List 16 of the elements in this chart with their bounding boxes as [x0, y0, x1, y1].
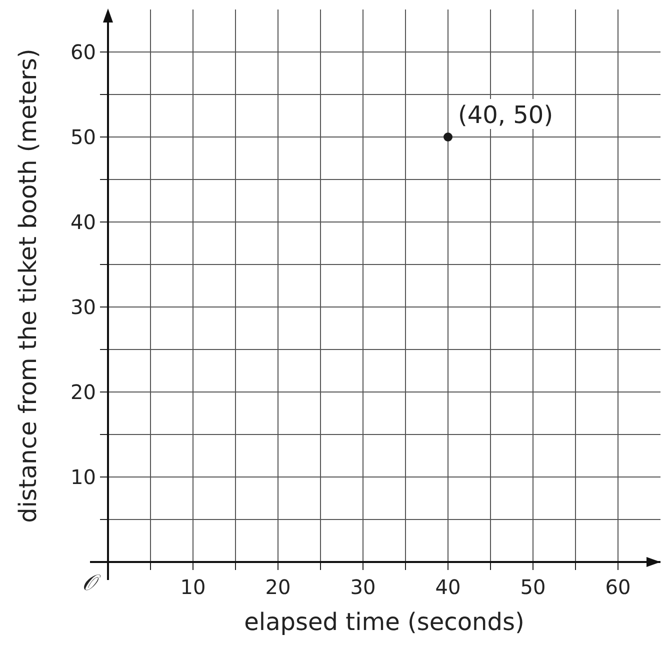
- annotation: (40, 50): [458, 101, 554, 129]
- y-tick-label: 50: [70, 125, 96, 149]
- y-tick-label: 60: [70, 40, 96, 64]
- x-tick-label: 10: [180, 575, 206, 599]
- x-tick-label: 60: [605, 575, 631, 599]
- x-tick-label: 40: [435, 575, 461, 599]
- y-axis-title: distance from the ticket booth (meters): [14, 48, 42, 523]
- y-tick-label: 30: [70, 295, 96, 319]
- x-tick-label: 20: [265, 575, 291, 599]
- x-tick-label: 30: [350, 575, 376, 599]
- y-tick-label: 40: [70, 210, 96, 234]
- text: 𝒪: [82, 571, 101, 596]
- y-tick-label: 20: [70, 380, 96, 404]
- y-tick-label: 10: [70, 465, 96, 489]
- x-axis-title: elapsed time (seconds): [244, 608, 524, 636]
- x-tick-label: 50: [520, 575, 546, 599]
